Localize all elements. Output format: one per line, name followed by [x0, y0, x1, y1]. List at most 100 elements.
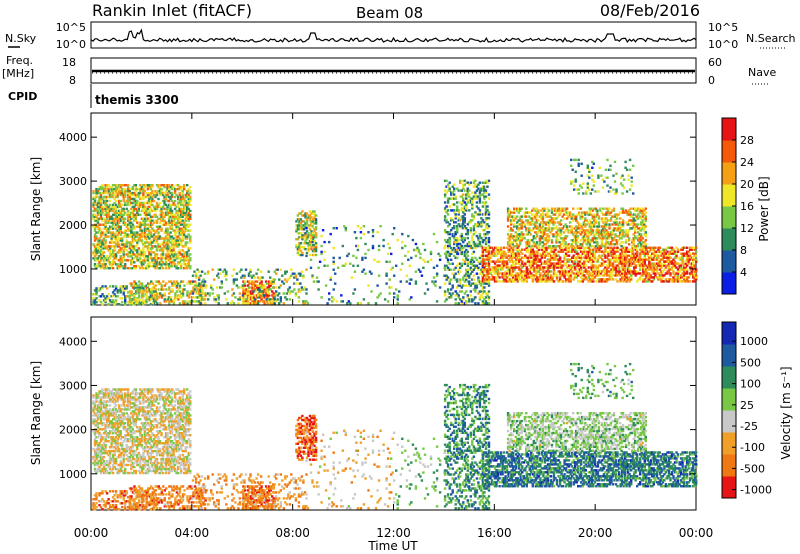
scatter-cell: [122, 289, 125, 292]
scatter-cell: [608, 258, 612, 261]
scatter-cell: [466, 270, 469, 273]
scatter-cell: [460, 236, 463, 240]
scatter-cell: [649, 276, 652, 279]
scatter-cell: [484, 211, 488, 214]
scatter-cell: [462, 179, 465, 182]
scatter-cell: [130, 245, 133, 248]
scatter-cell: [133, 265, 136, 268]
scatter-cell: [269, 276, 272, 279]
scatter-cell: [99, 229, 103, 232]
scatter-cell: [175, 267, 178, 270]
scatter-cell: [133, 280, 136, 283]
scatter-cell: [443, 290, 447, 293]
scatter-cell: [508, 209, 511, 212]
scatter-cell: [486, 217, 489, 220]
scatter-cell: [478, 262, 482, 265]
scatter-cell: [516, 280, 519, 283]
scatter-cell: [649, 258, 652, 261]
scatter-cell: [513, 266, 516, 269]
scatter-cell: [151, 229, 154, 232]
scatter-cell: [623, 266, 627, 269]
scatter-cell: [125, 241, 128, 244]
scatter-cell: [607, 266, 610, 269]
scatter-cell: [178, 282, 182, 285]
scatter-cell: [133, 286, 136, 289]
scatter-cell: [148, 205, 151, 209]
scatter-cell: [119, 297, 122, 300]
scatter-cell: [688, 248, 692, 251]
scatter-cell: [130, 227, 133, 230]
scatter-cell: [454, 221, 457, 224]
scatter-cell: [660, 262, 663, 265]
scatter-cell: [95, 247, 98, 250]
scatter-cell: [219, 286, 222, 289]
scatter-cell: [113, 189, 116, 193]
scatter-cell: [163, 245, 166, 248]
scatter-cell: [315, 280, 319, 283]
scatter-cell: [148, 231, 151, 234]
scatter-cell: [161, 219, 165, 222]
scatter-cell: [121, 189, 124, 193]
scatter-cell: [637, 262, 640, 265]
scatter-cell: [332, 262, 335, 265]
scatter-cell: [146, 249, 150, 252]
scatter-cell: [457, 223, 460, 226]
scatter-cell: [580, 276, 583, 279]
scatter-cell: [119, 247, 122, 250]
scatter-cell: [302, 234, 306, 237]
scatter-cell: [181, 288, 185, 291]
scatter-cell: [465, 258, 468, 261]
scatter-cell: [296, 251, 300, 255]
scatter-cell: [530, 252, 533, 255]
scatter-cell: [620, 252, 624, 255]
scatter-cell: [186, 257, 189, 260]
scatter-cell: [513, 254, 516, 257]
scatter-cell: [664, 280, 668, 283]
scatter-cell: [172, 203, 175, 207]
scatter-cell: [299, 212, 303, 215]
scatter-cell: [99, 251, 103, 254]
scatter-cell: [690, 264, 693, 267]
scatter-cell: [530, 256, 533, 259]
scatter-cell: [139, 203, 142, 207]
scatter-cell: [521, 274, 524, 277]
scatter-cell: [664, 278, 668, 281]
scatter-cell: [142, 253, 145, 256]
scatter-cell: [622, 280, 625, 283]
scatter-cell: [164, 259, 168, 262]
scatter-cell: [631, 272, 634, 275]
scatter-cell: [443, 219, 447, 222]
scatter-cell: [95, 265, 98, 268]
scatter-cell: [172, 245, 175, 248]
scatter-cell: [465, 256, 468, 260]
scatter-cell: [614, 270, 618, 273]
scatter-cell: [128, 302, 132, 305]
scatter-cell: [543, 280, 547, 283]
scatter-cell: [128, 195, 131, 199]
scatter-cell: [451, 286, 454, 289]
scatter-cell: [496, 270, 500, 273]
scatter-cell: [522, 276, 525, 279]
scatter-cell: [131, 261, 134, 264]
scatter-cell: [558, 274, 562, 277]
scatter-cell: [516, 246, 519, 249]
scatter-cell: [329, 276, 332, 279]
scatter-cell: [155, 225, 159, 228]
scatter-cell: [454, 215, 457, 218]
scatter-cell: [648, 260, 651, 263]
scatter-cell: [164, 231, 168, 234]
scatter-cell: [446, 238, 450, 242]
scatter-cell: [296, 238, 300, 241]
scatter-cell: [311, 218, 315, 221]
scatter-cell: [170, 209, 174, 213]
scatter-cell: [462, 296, 465, 299]
scatter-cell: [137, 233, 140, 236]
scatter-cell: [466, 244, 469, 248]
scatter-cell: [119, 265, 122, 268]
scatter-cell: [93, 249, 97, 252]
scatter-cell: [586, 278, 589, 281]
scatter-cell: [154, 213, 157, 216]
scatter-cell: [161, 215, 165, 218]
scatter-cell: [514, 237, 517, 240]
scatter-cell: [214, 298, 217, 301]
